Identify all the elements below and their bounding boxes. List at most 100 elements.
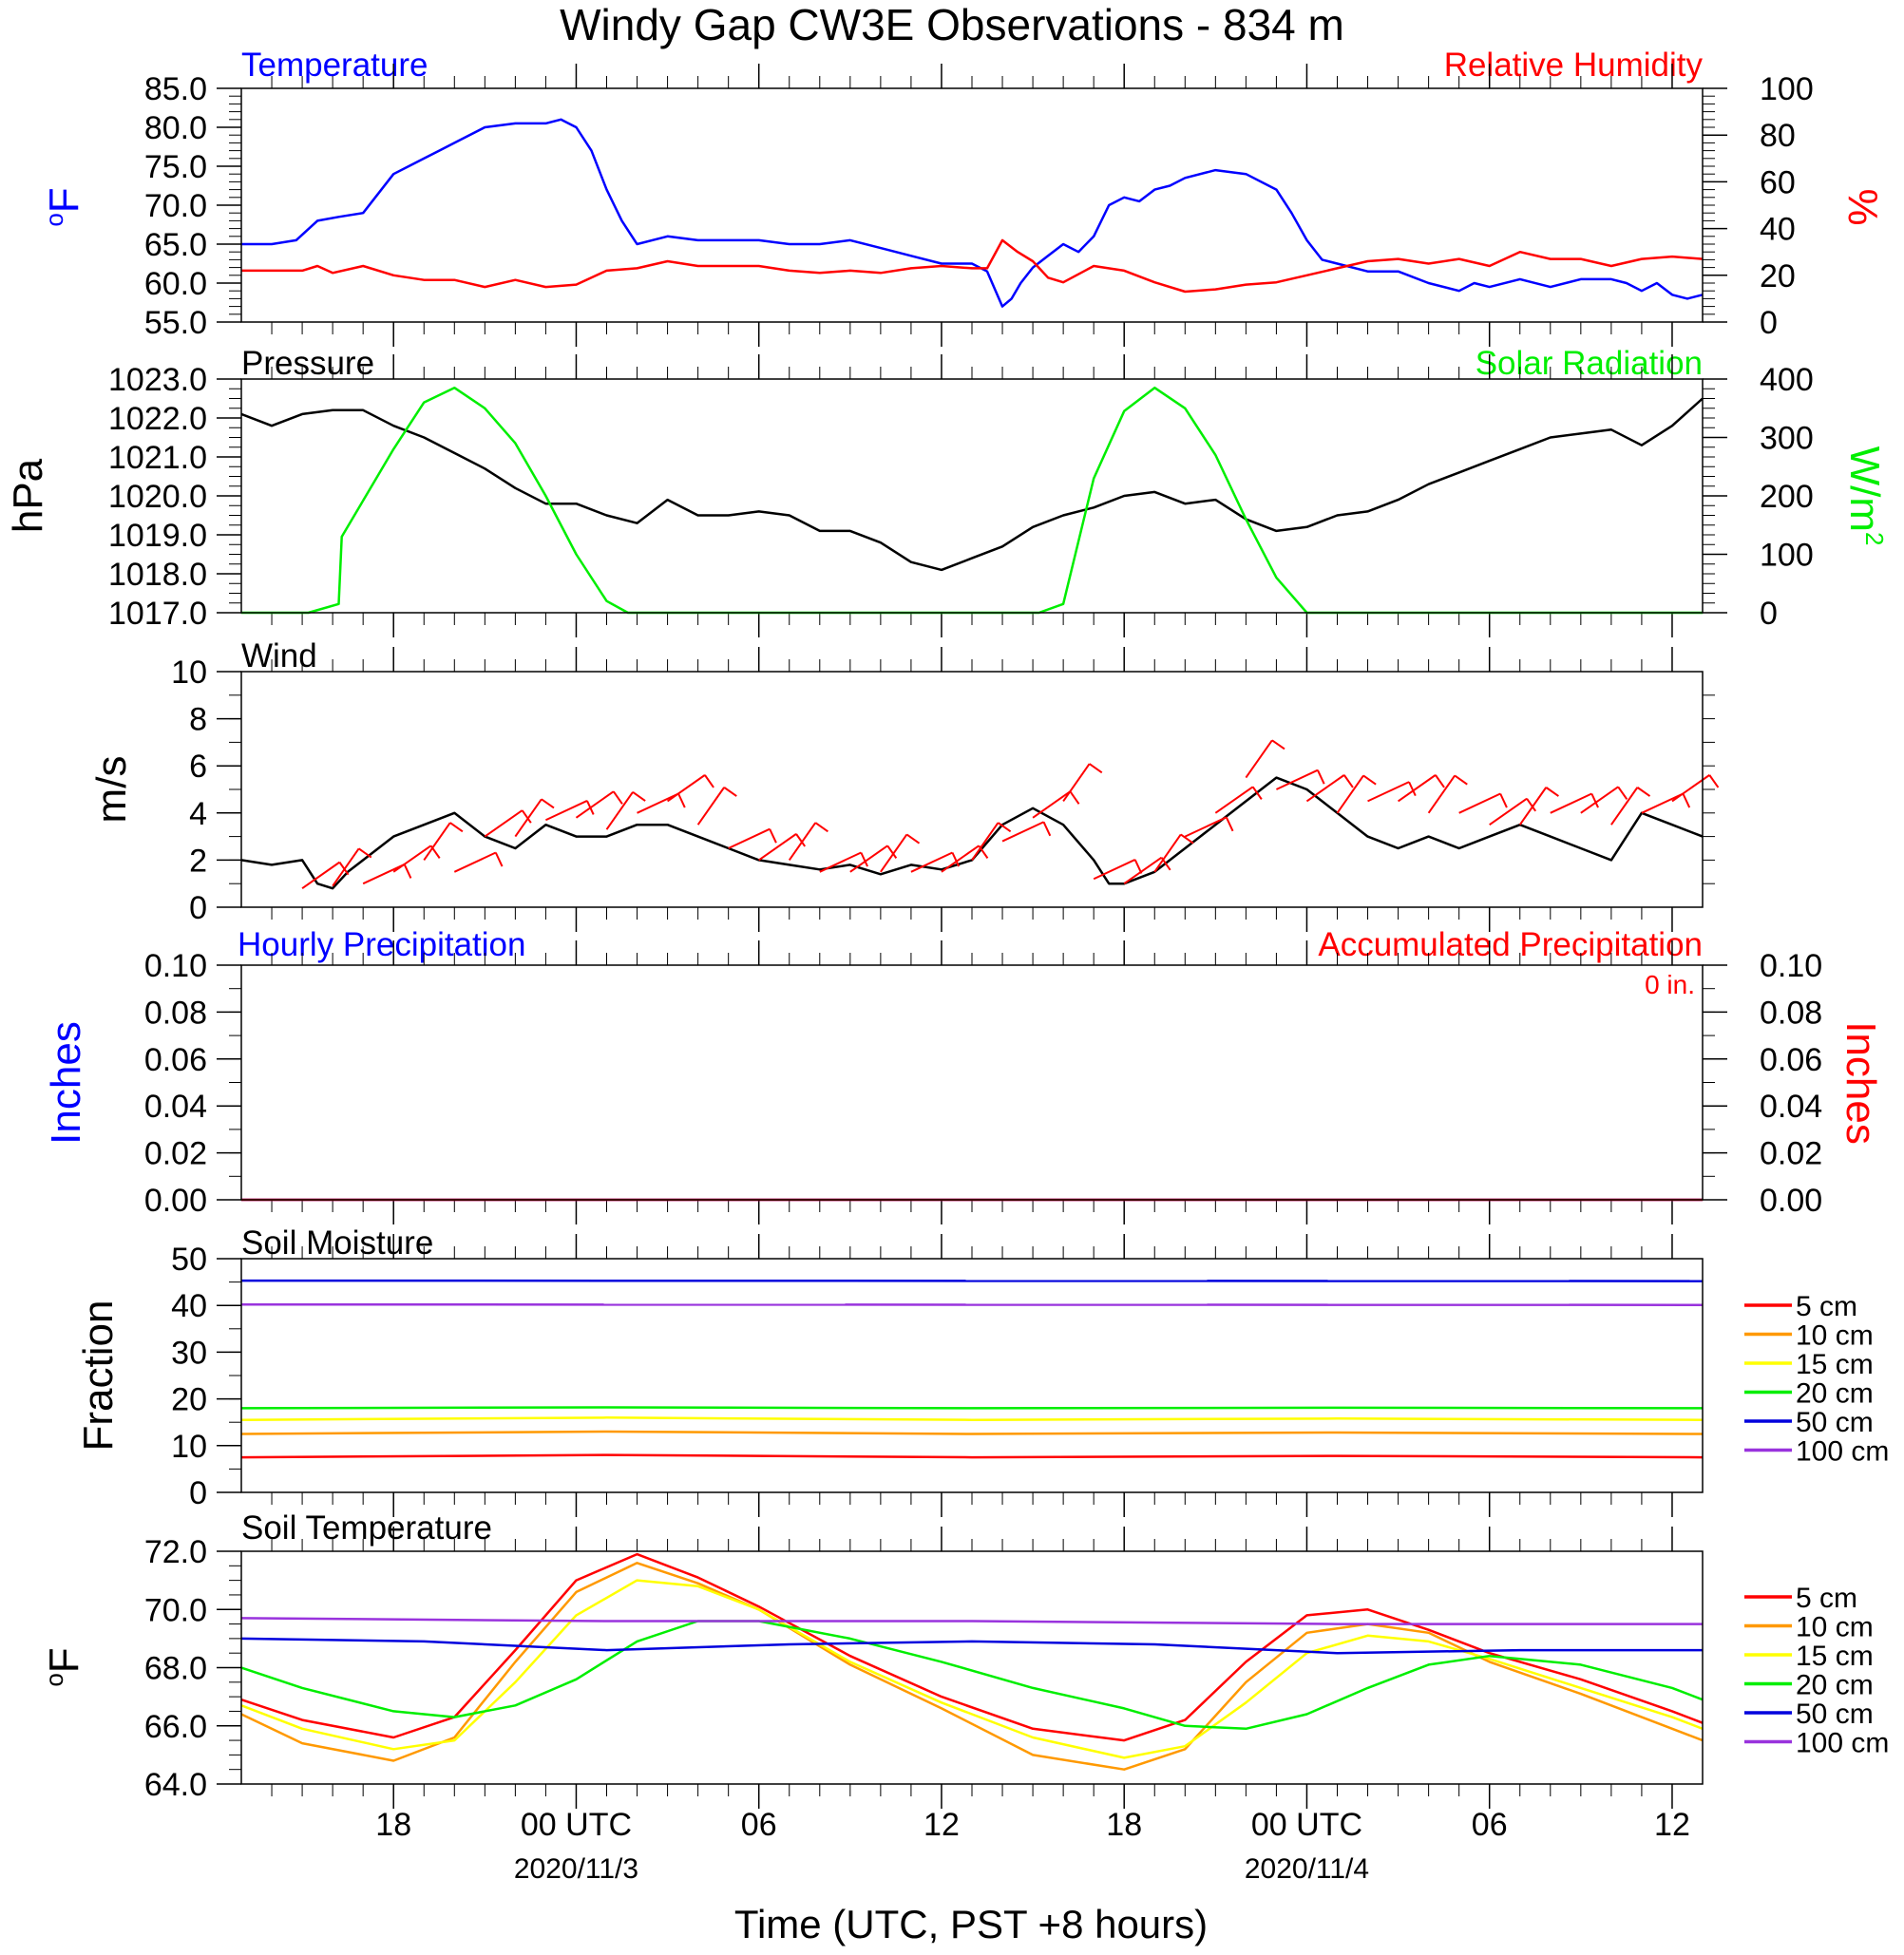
- x-tick-label: 18: [375, 1807, 411, 1843]
- wind-barb: [1245, 739, 1273, 779]
- wind-unit: m/s: [88, 756, 135, 824]
- y-tick-label: 1019.0: [108, 518, 207, 554]
- series-line-temperature: [241, 118, 1704, 308]
- wind-barb: [941, 845, 980, 873]
- wind-barb: [1093, 859, 1136, 881]
- y-tick-label: 0.02: [144, 1136, 207, 1172]
- soil-temperature-minor-ticks: [229, 1565, 241, 1771]
- wind-barb: [1427, 774, 1456, 814]
- series-line-15-cm: [240, 1416, 1704, 1421]
- pressure-minor-ticks: [229, 388, 1715, 604]
- wind-barb: [1398, 774, 1437, 803]
- wind-barb: [362, 864, 406, 885]
- x-axis-label: Time (UTC, PST +8 hours): [734, 1902, 1208, 1946]
- y-tick-label: 30: [171, 1335, 207, 1371]
- pressure-title: Pressure: [241, 345, 374, 382]
- soil-moisture-series: [240, 1279, 1704, 1459]
- hourly-precip-title: Hourly Precipitation: [238, 926, 525, 963]
- wind-barb-feather: [905, 833, 921, 845]
- wind-barb: [728, 827, 771, 849]
- x-tick-label: 00 UTC: [521, 1807, 632, 1843]
- precip-panel: Hourly Precipitation Accumulated Precipi…: [43, 926, 1884, 1224]
- wind-barb: [696, 787, 725, 826]
- wind-barb-feather: [769, 828, 777, 844]
- wind-barb: [423, 822, 451, 861]
- y2-tick-label: 200: [1760, 479, 1814, 515]
- temperature-x-ticks: [271, 64, 1673, 347]
- series-line-20-cm: [240, 1620, 1704, 1731]
- series-line-5-cm: [240, 1552, 1704, 1742]
- wind-barb: [453, 851, 497, 873]
- humidity-unit: %: [1839, 188, 1886, 225]
- soil-temperature-title: Soil Temperature: [241, 1509, 492, 1547]
- wind-barb-feather: [1708, 774, 1720, 788]
- soil-temperature-tick-labels: 64.0 66.0 68.0 70.0 72.0: [144, 1534, 241, 1803]
- solar-unit: W/m2: [1841, 446, 1889, 546]
- y-tick-label: 1020.0: [108, 479, 207, 515]
- wind-barb-feather: [677, 793, 686, 808]
- pressure-tick-labels: 1017.01018.01019.01020.01021.01022.01023…: [108, 362, 241, 632]
- legend-label: 10 cm: [1796, 1612, 1874, 1643]
- y2-tick-label: 0.00: [1760, 1183, 1822, 1219]
- pressure-unit: hPa: [5, 458, 51, 533]
- soil-moisture-unit: Fraction: [75, 1300, 122, 1452]
- y-tick-label: 60.0: [144, 266, 207, 302]
- series-line-pressure: [240, 397, 1704, 572]
- wind-barb: [758, 833, 797, 862]
- y2-tick-label: 400: [1760, 362, 1814, 398]
- wind-barb: [1214, 786, 1254, 814]
- accum-precip-total: 0 in.: [1645, 970, 1695, 999]
- temperature-tick-labels: 55.060.065.070.075.080.085.0: [144, 71, 241, 341]
- wind-barb-feather: [632, 791, 646, 802]
- y-tick-label: 68.0: [144, 1651, 207, 1687]
- wind-barb: [1580, 786, 1619, 814]
- y-tick-label: 0.00: [144, 1183, 207, 1219]
- series-line-100-cm: [240, 1617, 1703, 1625]
- wind-barb-feather: [494, 852, 504, 867]
- soil-moisture-x-ticks: [271, 1234, 1673, 1517]
- wind-barb-feather: [1069, 790, 1080, 805]
- wind-barb-feather: [1435, 774, 1445, 788]
- wind-barb: [1641, 792, 1684, 814]
- y-tick-label: 0: [189, 1475, 207, 1511]
- wind-barb: [637, 792, 679, 814]
- y2-tick-label: 0.10: [1760, 948, 1822, 984]
- wind-panel: Wind m/s 0 2 4 6 8 10: [88, 637, 1720, 932]
- x-tick-labels: 18 00 UTC 2020/11/3 06 12 18 00 UTC 2020/11/4 06…: [375, 1807, 1690, 1885]
- y-tick-label: 1021.0: [108, 440, 207, 476]
- wind-barb-feather: [403, 864, 412, 879]
- y-tick-label: 0.04: [144, 1089, 207, 1125]
- wind-barb-feather: [1526, 798, 1537, 812]
- y-tick-label: 55.0: [144, 305, 207, 341]
- wind-plot-frame: [240, 671, 1704, 908]
- wind-barb-feather: [541, 798, 555, 809]
- wind-barb-feather: [358, 847, 372, 859]
- wind-barb: [910, 851, 953, 873]
- wind-tick-labels: 0 2 4 6 8 10: [171, 655, 241, 926]
- wind-barb-feather: [1617, 786, 1628, 800]
- y-tick-label: 6: [189, 749, 207, 785]
- y-tick-label: 85.0: [144, 71, 207, 107]
- accum-precip-unit: Inches: [1837, 1021, 1884, 1145]
- wind-barb: [392, 845, 432, 873]
- soil-temperature-unit: oF: [40, 1647, 87, 1686]
- wind-barb: [544, 800, 588, 822]
- wind-barb: [1305, 774, 1345, 803]
- temperature-series: [241, 118, 1704, 308]
- y2-tick-label: 300: [1760, 421, 1814, 457]
- wind-barb-feather: [1089, 763, 1103, 774]
- wind-barb-feather: [1180, 833, 1194, 845]
- wind-barb: [1458, 792, 1501, 814]
- x-date-label: 2020/11/4: [1245, 1853, 1369, 1885]
- series-line-20-cm: [240, 1406, 1704, 1410]
- wind-barb: [819, 851, 862, 873]
- x-date-label: 2020/11/3: [514, 1853, 638, 1885]
- soil-temperature-x-ticks: [271, 1527, 1673, 1809]
- wind-barb: [1032, 790, 1071, 819]
- wind-barb-feather: [1362, 774, 1377, 786]
- y2-tick-label: 40: [1760, 212, 1796, 248]
- hourly-precip-unit: Inches: [43, 1021, 89, 1145]
- precip-x-ticks: [271, 940, 1673, 1224]
- wind-series: [240, 776, 1704, 890]
